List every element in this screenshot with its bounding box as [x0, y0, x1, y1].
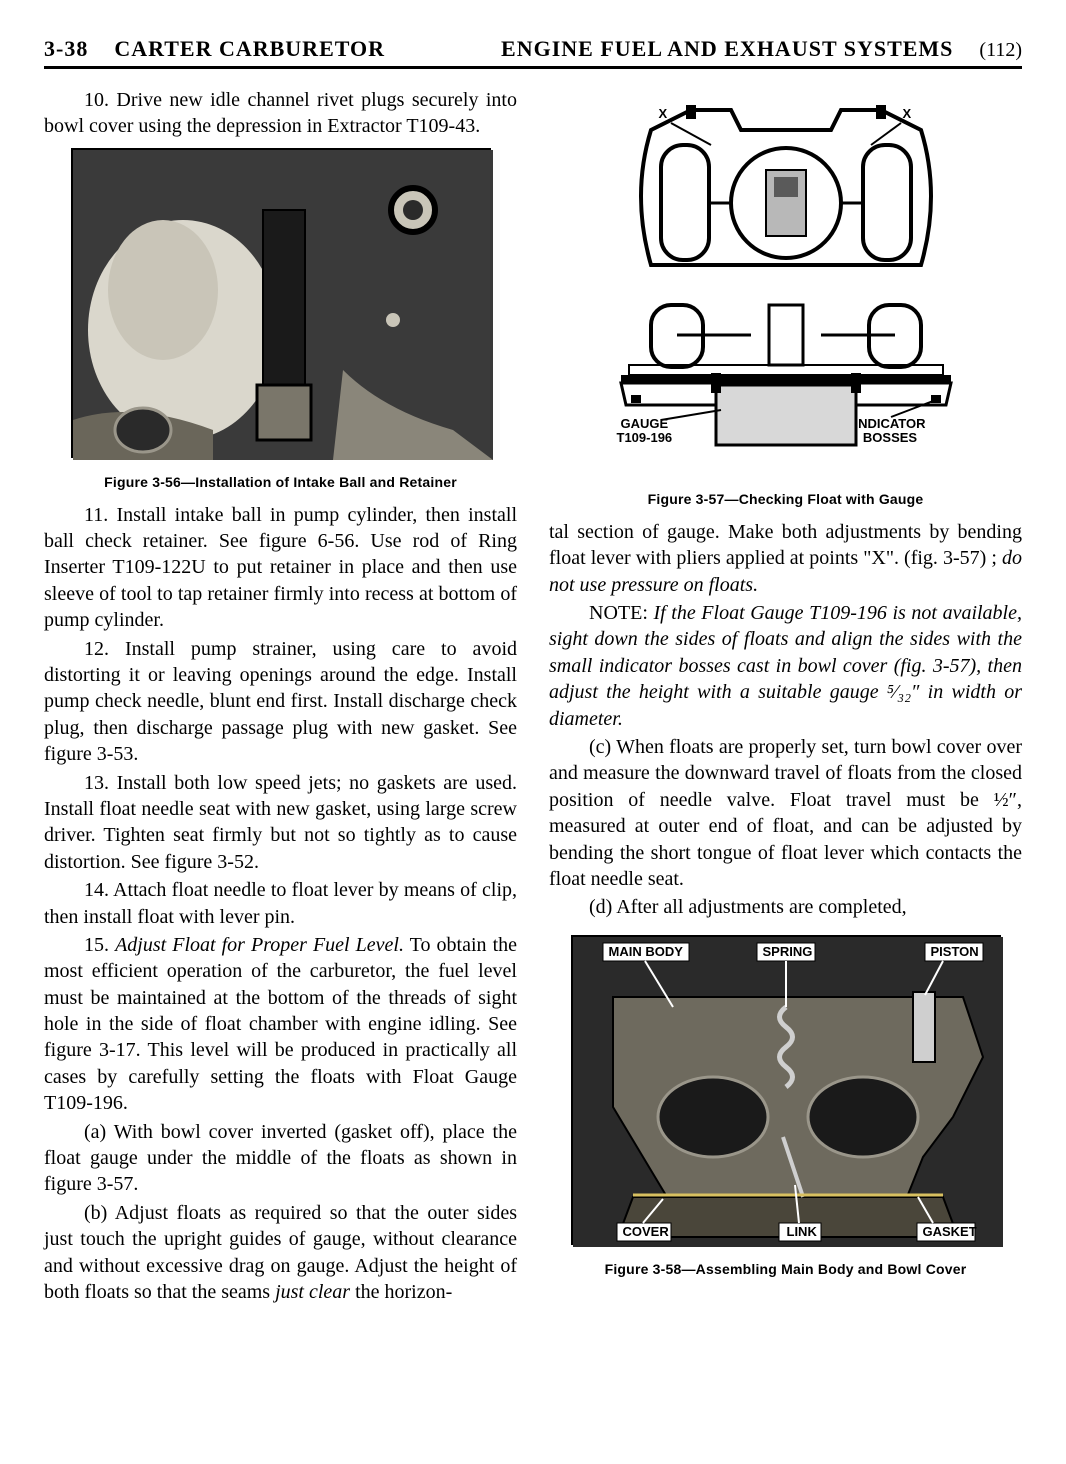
- section-title-right: ENGINE FUEL AND EXHAUST SYSTEMS: [501, 36, 953, 62]
- fig58-label-piston: PISTON: [931, 945, 979, 959]
- page-number-left: 3-38: [44, 36, 88, 62]
- para-15: 15. Adjust Float for Proper Fuel Level. …: [44, 932, 517, 1117]
- note-paragraph: NOTE: If the Float Gauge T109-196 is not…: [549, 600, 1022, 732]
- para-12: 12. Install pump strainer, using care to…: [44, 636, 517, 768]
- figure-3-56-image: [71, 148, 491, 458]
- para-15-italic: Adjust Float for Proper Fuel Level.: [115, 934, 404, 956]
- fig58-label-main-body: MAIN BODY: [609, 945, 683, 959]
- para-b-cont-main: tal section of gauge. Make both adjustme…: [549, 521, 1022, 569]
- para-14: 14. Attach float needle to float lever b…: [44, 877, 517, 930]
- fig57-label-x-left: X: [659, 107, 668, 121]
- para-b-tail: the horizon-: [350, 1281, 452, 1303]
- para-b-continued: tal section of gauge. Make both adjustme…: [549, 519, 1022, 598]
- page-header: 3-38 CARTER CARBURETOR ENGINE FUEL AND E…: [44, 36, 1022, 69]
- figure-3-58-image: MAIN BODY SPRING PISTON COVER LINK GASKE…: [571, 935, 1001, 1245]
- figure-3-57: X X GAUGE T109-196 INDICATOR BOSSES Figu…: [549, 95, 1022, 509]
- figure-3-56: Figure 3-56—Installation of Intake Ball …: [44, 148, 517, 492]
- fig58-label-cover: COVER: [623, 1225, 669, 1239]
- fig57-label-x-right: X: [903, 107, 912, 121]
- figure-3-58: MAIN BODY SPRING PISTON COVER LINK GASKE…: [549, 935, 1022, 1279]
- left-column: 10. Drive new idle channel rivet plugs s…: [44, 87, 517, 1307]
- para-c: (c) When floats are properly set, turn b…: [549, 734, 1022, 892]
- para-15-lead: 15.: [84, 934, 115, 956]
- figure-3-58-caption: Figure 3-58—Assembling Main Body and Bow…: [549, 1260, 1022, 1278]
- para-13: 13. Install both low speed jets; no gask…: [44, 770, 517, 876]
- fig58-label-spring: SPRING: [763, 945, 813, 959]
- right-column: X X GAUGE T109-196 INDICATOR BOSSES Figu…: [549, 87, 1022, 1307]
- para-d: (d) After all adjustments are completed,: [549, 894, 1022, 920]
- fig58-label-link: LINK: [787, 1225, 817, 1239]
- figure-3-57-image: X X GAUGE T109-196 INDICATOR BOSSES: [571, 95, 1001, 475]
- fig57-label-gauge: GAUGE T109-196: [617, 417, 673, 446]
- content-columns: 10. Drive new idle channel rivet plugs s…: [44, 87, 1022, 1307]
- section-title-left: CARTER CARBURETOR: [114, 36, 385, 62]
- para-11: 11. Install intake ball in pump cylinder…: [44, 502, 517, 634]
- para-b-italic: just clear: [275, 1281, 350, 1303]
- fig57-label-indicator: INDICATOR BOSSES: [855, 417, 926, 446]
- para-10: 10. Drive new idle channel rivet plugs s…: [44, 87, 517, 140]
- figure-3-56-caption: Figure 3-56—Installation of Intake Ball …: [44, 473, 517, 491]
- fig58-label-gasket: GASKET: [923, 1225, 977, 1239]
- para-b: (b) Adjust floats as required so that th…: [44, 1200, 517, 1306]
- para-15-rest: To obtain the most efficient operation o…: [44, 934, 517, 1114]
- para-a: (a) With bowl cover inverted (gasket off…: [44, 1119, 517, 1198]
- note-lead: NOTE:: [589, 602, 653, 624]
- figure-3-57-caption: Figure 3-57—Checking Float with Gauge: [549, 490, 1022, 508]
- page-number-right: (112): [979, 39, 1022, 62]
